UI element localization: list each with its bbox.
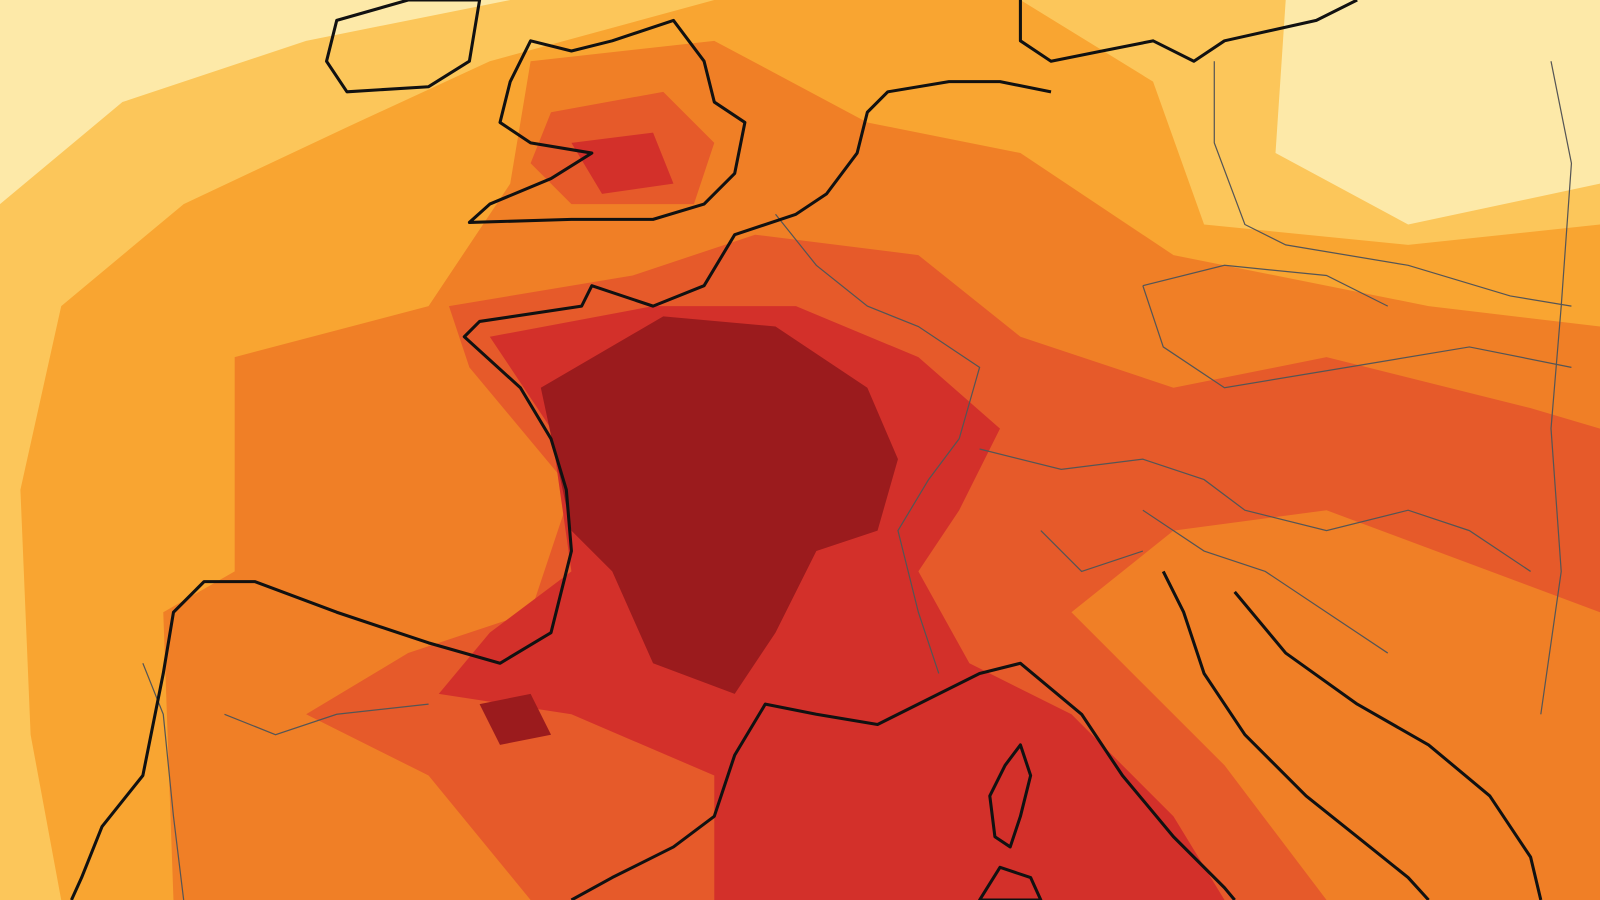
mediterranean-coastline (570, 661, 1236, 900)
britain-coastline (467, 18, 747, 224)
ireland-coastline (325, 0, 482, 94)
sardinia-coastline (978, 865, 1043, 900)
heat-zone-dark-red (540, 316, 898, 694)
italy-east-coastline (1161, 570, 1430, 900)
adriatic-east-coastline (1233, 590, 1543, 900)
baltic-coastline (1018, 0, 1358, 63)
continent-coastline (70, 80, 1052, 900)
heat-zone-dark-red-sw (479, 693, 552, 745)
corsica-coastline (988, 743, 1033, 849)
country-border (142, 61, 1573, 900)
heat-zone-uk-red (571, 132, 674, 194)
